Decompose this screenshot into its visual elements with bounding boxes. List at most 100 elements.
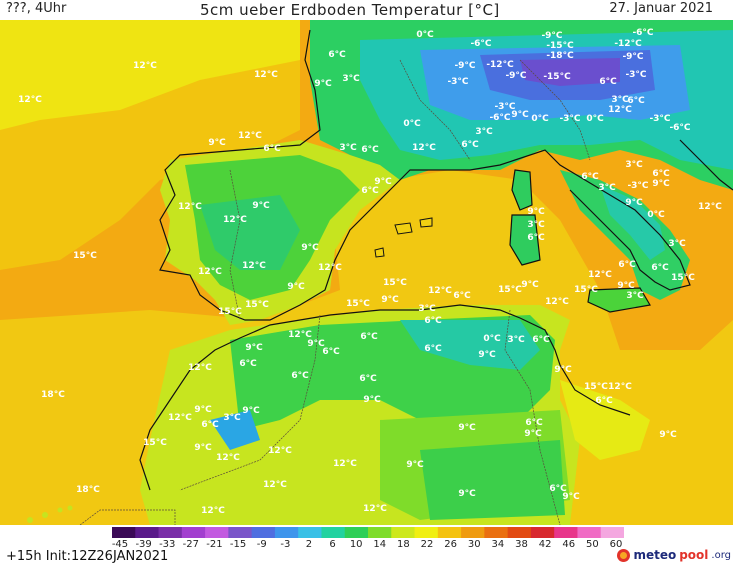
color-scale-step — [391, 527, 416, 538]
temperature-label: -15°C — [543, 72, 571, 82]
temperature-label: -12°C — [614, 39, 642, 49]
logo-sun-icon — [617, 548, 631, 562]
color-scale-tick: -45 — [111, 539, 129, 550]
temperature-label: 6°C — [201, 420, 219, 430]
temperature-label: 3°C — [223, 413, 241, 423]
temperature-label: 3°C — [611, 95, 629, 105]
meteopool-logo[interactable]: meteo pool .org — [617, 547, 731, 563]
temperature-label: 6°C — [461, 140, 479, 150]
temperature-label: 0°C — [531, 114, 549, 124]
canary-island — [27, 517, 33, 523]
temperature-label: 3°C — [339, 143, 357, 153]
temperature-label: 12°C — [168, 413, 192, 423]
temperature-label: 3°C — [418, 304, 436, 314]
temperature-label: -6°C — [632, 28, 653, 38]
temperature-label: 6°C — [652, 169, 670, 179]
temperature-label: 6°C — [424, 344, 442, 354]
temperature-label: 12°C — [263, 480, 287, 490]
coastlines — [139, 29, 733, 491]
temperature-label: -9°C — [541, 31, 562, 41]
temperature-label: 9°C — [314, 79, 332, 89]
color-scale-step — [530, 527, 555, 538]
temperature-label: 15°C — [218, 307, 242, 317]
color-scale-tick: 10 — [349, 539, 363, 550]
temperature-label: 9°C — [458, 423, 476, 433]
color-scale-step — [600, 527, 624, 538]
logo-text-pool: pool — [679, 548, 709, 562]
color-scale-step — [344, 527, 369, 538]
color-scale-step — [507, 527, 532, 538]
menorca — [419, 217, 433, 228]
temperature-labels: 12°C12°C12°C6°C3°C9°C0°C-6°C-9°C-15°C-18… — [18, 28, 722, 516]
color-scale-tick: 2 — [305, 539, 313, 550]
init-time-label: +15h Init:12Z26JAN2021 — [6, 549, 169, 564]
temperature-label: 12°C — [318, 263, 342, 273]
italy-land — [560, 170, 690, 300]
color-scale-step — [437, 527, 462, 538]
temperature-label: 18°C — [76, 485, 100, 495]
map-date: 27. Januar 2021 — [609, 1, 713, 16]
color-scale-tick: 6 — [329, 539, 336, 550]
temperature-label: 12°C — [428, 286, 452, 296]
color-scale-step — [321, 527, 346, 538]
color-scale-step — [368, 527, 392, 538]
temperature-label: 6°C — [595, 396, 613, 406]
color-scale-step — [251, 527, 276, 538]
temperature-label: -3°C — [649, 114, 670, 124]
temperature-label: 15°C — [73, 251, 97, 261]
temperature-label: 9°C — [301, 243, 319, 253]
temperature-label: 6°C — [424, 316, 442, 326]
temperature-label: 6°C — [453, 291, 471, 301]
temperature-label: 9°C — [458, 489, 476, 499]
temperature-label: 12°C — [608, 105, 632, 115]
color-scale-step — [158, 527, 183, 538]
temperature-label: 9°C — [194, 405, 212, 415]
temperature-label: -15°C — [546, 41, 574, 51]
temperature-label: 9°C — [363, 395, 381, 405]
temperature-label: 6°C — [527, 233, 545, 243]
temperature-label: 15°C — [143, 438, 167, 448]
temperature-label: 3°C — [475, 127, 493, 137]
color-scale-tick: -27 — [182, 539, 200, 550]
color-scale-ticks: -45 -39 -33 -27 -21 -15 -9 -3 2 6 10 14 18 22 26 30 34 38… — [112, 539, 624, 551]
map-header: ???, 4Uhr 5cm ueber Erdboden Temperatur … — [0, 0, 733, 20]
temperature-label: 3°C — [342, 74, 360, 84]
temperature-label: 15°C — [346, 299, 370, 309]
temperature-label: -3°C — [627, 181, 648, 191]
temperature-label: 12°C — [238, 131, 262, 141]
color-scale-tick: 14 — [373, 539, 387, 550]
temperature-label: 12°C — [18, 95, 42, 105]
color-scale-bar — [112, 527, 624, 538]
temperature-label: 6°C — [651, 263, 669, 273]
logo-text-meteo: meteo — [633, 548, 677, 562]
temperature-label: 15°C — [498, 285, 522, 295]
temperature-label: 6°C — [627, 96, 645, 106]
temperature-label: -6°C — [470, 39, 491, 49]
color-scale-tick: -9 — [256, 539, 267, 550]
temperature-label: 15°C — [671, 273, 695, 283]
temperature-label: 0°C — [586, 114, 604, 124]
temperature-label: 9°C — [252, 201, 270, 211]
temperature-label: -9°C — [622, 52, 643, 62]
temperature-label: 15°C — [574, 285, 598, 295]
temperature-label: 12°C — [288, 330, 312, 340]
canary-island — [67, 505, 73, 511]
temperature-label: 6°C — [525, 418, 543, 428]
temperature-label: 9°C — [307, 339, 325, 349]
temperature-label: 9°C — [527, 207, 545, 217]
color-scale-step — [414, 527, 439, 538]
temperature-label: 3°C — [527, 220, 545, 230]
temperature-label: -6°C — [489, 113, 510, 123]
temperature-label: 6°C — [361, 145, 379, 155]
temperature-label: 9°C — [478, 350, 496, 360]
temperature-label: 12°C — [254, 70, 278, 80]
color-scale-tick: 50 — [586, 539, 599, 550]
temperature-label: 9°C — [562, 492, 580, 502]
ibiza — [374, 247, 385, 258]
temperature-label: -18°C — [546, 51, 574, 61]
atlas-peak-zone — [210, 410, 260, 450]
temperature-label: 6°C — [361, 186, 379, 196]
color-scale-tick: 60 — [609, 539, 623, 550]
color-scale-tick: -21 — [206, 539, 223, 550]
color-scale-tick: -3 — [280, 539, 291, 550]
